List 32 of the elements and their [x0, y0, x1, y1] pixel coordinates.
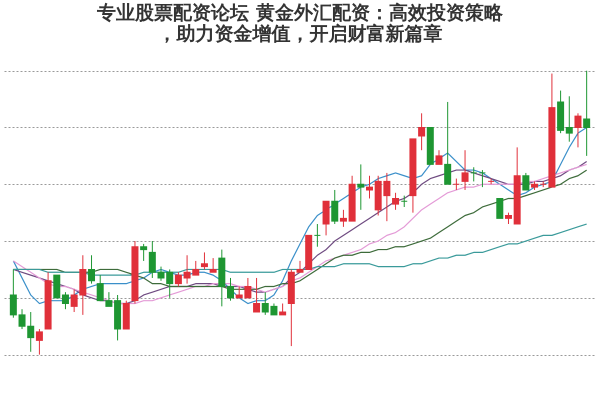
candlestick	[462, 150, 469, 190]
candlestick	[244, 277, 252, 298]
candlestick	[392, 192, 400, 210]
candlestick	[70, 288, 78, 313]
candlestick	[279, 303, 286, 316]
candlestick	[452, 178, 460, 190]
candlestick	[583, 70, 590, 156]
candlestick	[314, 224, 321, 248]
candlestick	[357, 164, 364, 210]
candlestick	[383, 172, 390, 222]
candlestick	[236, 286, 243, 298]
candlestick	[574, 112, 582, 148]
candlestick	[400, 195, 408, 208]
chart-title: 专业股票配资论坛 黄金外汇配资：高效投资策略，助力资金增值，开启财富新篇章	[96, 2, 504, 45]
candlestick	[444, 101, 452, 185]
candlestick	[36, 328, 43, 356]
candlestick	[253, 277, 260, 313]
candlestick	[522, 172, 530, 190]
candlestick	[88, 254, 96, 284]
candlestick	[470, 166, 478, 182]
candlestick	[435, 150, 442, 165]
candlestick	[210, 258, 217, 273]
candlestick	[192, 260, 200, 276]
candlestick	[566, 96, 573, 142]
candlestick	[496, 198, 504, 219]
candlestick	[331, 189, 338, 225]
candlestick	[478, 170, 486, 188]
candlestick	[96, 274, 104, 302]
candlestick	[322, 200, 330, 236]
candlestick	[200, 252, 208, 270]
candlestick	[140, 243, 148, 262]
candlestick	[418, 112, 426, 151]
